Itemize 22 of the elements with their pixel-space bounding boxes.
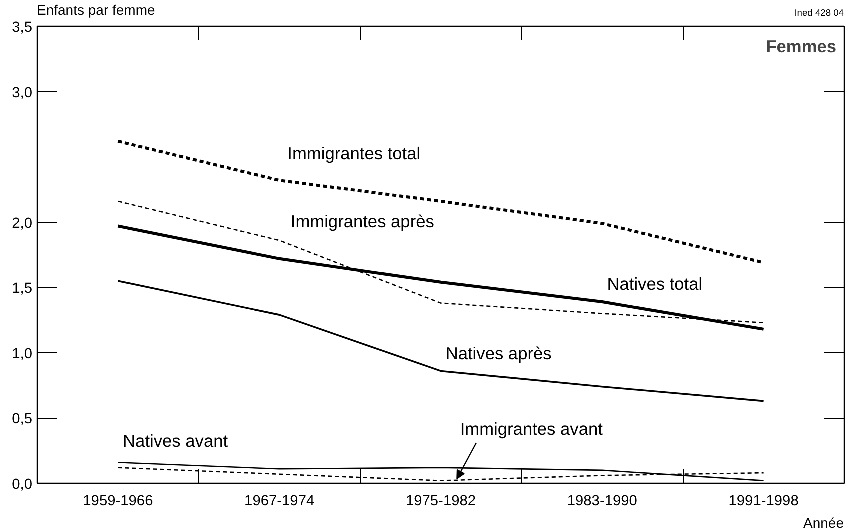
series-label: Natives avant xyxy=(123,430,228,451)
x-tick-label: 1983-1990 xyxy=(567,494,638,510)
y-tick-label: 3,0 xyxy=(12,85,32,102)
series-label: Natives total xyxy=(607,274,703,294)
text: Femmes xyxy=(766,36,836,56)
y-tick-label: 1,0 xyxy=(12,346,32,362)
text: Immigrantes avant xyxy=(460,419,604,440)
y-tick-label: 2,0 xyxy=(12,216,32,232)
series-label: Immigrantes total xyxy=(288,144,421,164)
series-label: Immigrantes après xyxy=(290,211,435,232)
text: Ined 428 04 xyxy=(794,6,844,20)
x-tick-label: 1975-1982 xyxy=(406,494,476,510)
x-tick-label: 1959-1966 xyxy=(83,494,154,510)
y-tick-label: 1,5 xyxy=(12,281,32,298)
series-label: Natives après xyxy=(446,343,552,364)
y-axis-title: Enfants par femme xyxy=(37,1,156,20)
y-tick-label: 0,5 xyxy=(12,412,32,428)
x-tick-label: 1967-1974 xyxy=(244,494,315,510)
y-tick-label: 0,0 xyxy=(12,477,32,493)
x-tick-label: 1991-1998 xyxy=(728,494,799,510)
y-tick-label: 3,5 xyxy=(12,20,32,36)
x-axis-title: Année xyxy=(802,514,844,529)
